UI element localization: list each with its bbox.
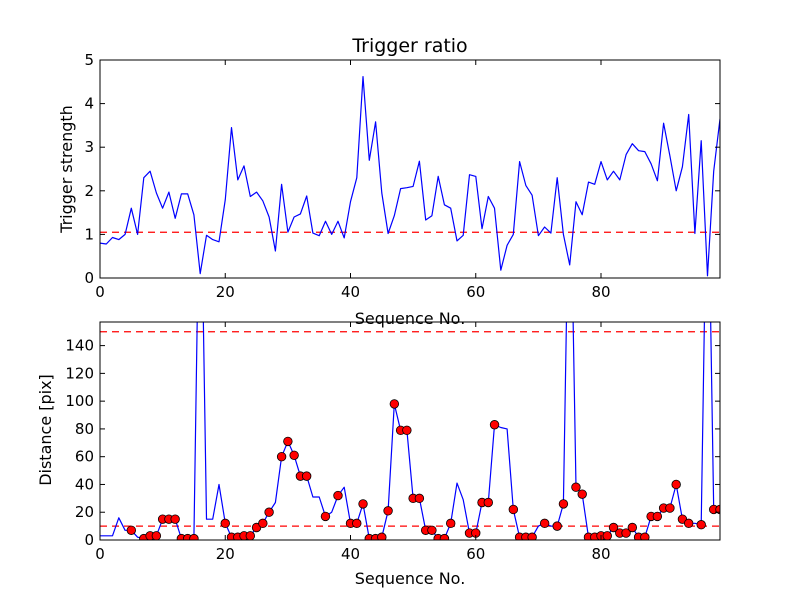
top-xtick-label-1: 20 <box>216 283 235 301</box>
bottom-point-77 <box>577 489 587 499</box>
bottom-point-33 <box>301 471 312 481</box>
chart-title: Trigger ratio <box>351 35 467 57</box>
trigger-ratio-panel: Trigger ratio Trigger strength Sequence … <box>57 35 721 328</box>
distance-panel: Distance [pix] Sequence No. 0 20 40 60 80 0 20… <box>36 321 721 588</box>
bottom-point-36 <box>320 511 331 522</box>
top-xlabel: Sequence No. <box>355 309 466 328</box>
bottom-clipped-content <box>100 322 720 540</box>
bottom-point-82 <box>608 522 619 533</box>
bottom-point-94 <box>683 518 694 529</box>
bottom-point-38 <box>333 490 343 501</box>
bottom-point-12 <box>170 514 180 524</box>
bottom-point-85 <box>627 522 638 533</box>
top-plot-area: 0 20 40 60 80 0 1 2 3 4 5 <box>84 51 721 301</box>
bottom-point-26 <box>258 518 268 529</box>
bottom-point-63 <box>489 420 500 430</box>
bottom-point-51 <box>414 493 425 504</box>
bottom-point-76 <box>571 482 581 492</box>
top-series-line <box>100 75 720 277</box>
top-xtick-label-2: 40 <box>341 283 360 301</box>
bottom-ytick-label-5: 100 <box>65 392 94 410</box>
bottom-ytick-label-4: 80 <box>75 420 94 438</box>
top-ytick-label-3: 3 <box>84 138 94 156</box>
bottom-point-49 <box>402 425 412 436</box>
top-ytick-label-5: 5 <box>84 51 94 69</box>
bottom-xtick-label-3: 60 <box>466 545 485 563</box>
top-ylabel: Trigger strength <box>57 105 76 234</box>
bottom-point-89 <box>652 511 663 522</box>
bottom-point-24 <box>245 531 256 540</box>
bottom-point-20 <box>220 518 230 529</box>
bottom-point-41 <box>352 518 362 529</box>
bottom-point-81 <box>602 531 612 540</box>
bottom-ytick-label-2: 40 <box>75 475 94 493</box>
bottom-point-27 <box>264 507 274 517</box>
bottom-xtick-label-0: 0 <box>95 545 105 563</box>
bottom-point-31 <box>289 450 299 460</box>
bottom-ylabel: Distance [pix] <box>36 374 55 486</box>
bottom-point-30 <box>283 436 293 447</box>
bottom-point-99 <box>715 504 720 515</box>
top-ytick-label-0: 0 <box>84 269 94 287</box>
top-axes-frame <box>99 59 721 279</box>
bottom-point-96 <box>696 520 706 530</box>
bottom-point-91 <box>665 503 675 513</box>
bottom-point-46 <box>383 506 393 516</box>
top-xtick-label-4: 80 <box>591 283 610 301</box>
bottom-point-29 <box>276 451 287 462</box>
bottom-point-87 <box>640 532 650 540</box>
top-ytick-label-1: 1 <box>84 225 94 243</box>
bottom-xtick-label-2: 40 <box>341 545 360 563</box>
top-ytick-label-4: 4 <box>84 95 94 113</box>
top-ytick-label-2: 2 <box>84 182 94 200</box>
top-xtick-label-3: 60 <box>466 283 485 301</box>
bottom-point-55 <box>439 533 450 540</box>
bottom-point-84 <box>621 528 631 538</box>
bottom-point-74 <box>558 499 569 509</box>
bottom-point-53 <box>427 525 437 535</box>
bottom-point-62 <box>483 497 493 508</box>
bottom-point-66 <box>508 504 519 515</box>
bottom-plot-area: 0 20 40 60 80 0 20 40 60 80 100 120 140 <box>65 321 721 563</box>
bottom-point-47 <box>389 399 400 409</box>
bottom-point-71 <box>539 518 550 529</box>
bottom-point-69 <box>527 532 537 540</box>
bottom-ytick-label-1: 20 <box>75 503 94 521</box>
bottom-ytick-label-7: 140 <box>65 337 94 355</box>
bottom-point-45 <box>377 532 387 540</box>
bottom-xtick-label-1: 20 <box>216 545 235 563</box>
bottom-ytick-label-3: 60 <box>75 448 94 466</box>
bottom-point-42 <box>358 499 368 509</box>
bottom-point-9 <box>151 531 162 540</box>
bottom-point-56 <box>446 518 456 529</box>
bottom-ytick-label-0: 0 <box>84 531 94 549</box>
bottom-axes-frame <box>99 321 721 541</box>
bottom-xtick-label-4: 80 <box>591 545 610 563</box>
bottom-ytick-label-6: 120 <box>65 364 94 382</box>
top-xtick-label-0: 0 <box>95 283 105 301</box>
top-clipped-content <box>100 75 720 277</box>
bottom-point-15 <box>189 533 199 540</box>
bottom-xlabel: Sequence No. <box>355 569 466 588</box>
bottom-point-73 <box>552 521 562 531</box>
bottom-point-5 <box>126 525 137 535</box>
bottom-point-92 <box>671 479 681 490</box>
